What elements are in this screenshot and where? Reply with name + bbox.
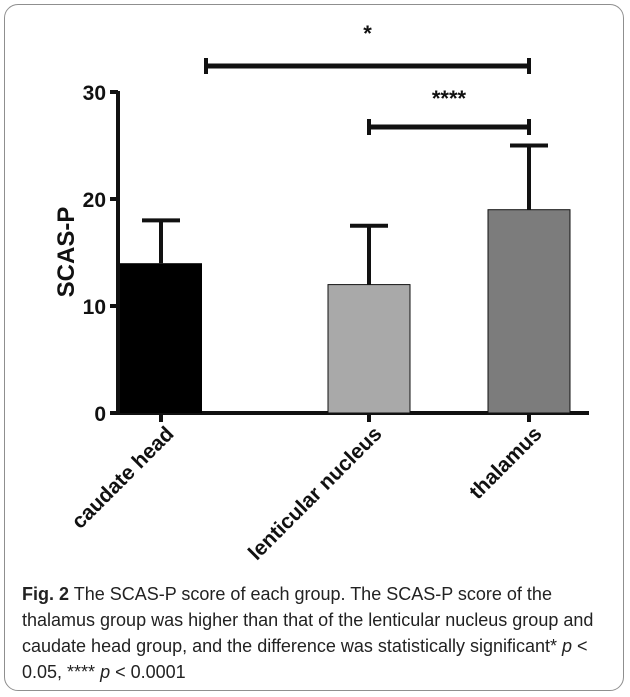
p-symbol: p (100, 662, 111, 682)
bar-lenticular-nucleus (327, 284, 411, 414)
bar-thalamus (487, 209, 571, 414)
y-tick-label: 10 (83, 296, 106, 319)
figure-caption: Fig. 2 The SCAS-P score of each group. T… (22, 581, 612, 685)
bars (120, 209, 571, 414)
bar-caudate-head (120, 263, 202, 413)
error-bars (142, 143, 548, 285)
significance-brackets: ***** (204, 21, 531, 135)
y-tick-label: 30 (83, 82, 106, 105)
p-threshold-2: < 0.0001 (115, 662, 186, 682)
x-tick-labels: caudate head lenticular nucleus thalamus (67, 422, 546, 565)
x-tick-label: lenticular nucleus (244, 422, 387, 565)
significance-label: * (363, 21, 372, 46)
figure-label: Fig. 2 (22, 584, 70, 604)
p-symbol: p (562, 636, 573, 656)
significance-label: **** (432, 86, 467, 111)
x-tick-label: thalamus (465, 422, 546, 503)
x-tick-label: caudate head (67, 422, 178, 533)
bar-chart: ***** caudate head lenticular nucleus thal… (53, 21, 589, 565)
p-threshold-1: < 0.05, **** (22, 636, 588, 682)
y-tick-label: 20 (83, 189, 106, 212)
caption-text: The SCAS-P score of each group. The SCAS… (22, 584, 594, 656)
y-tick-label: 0 (94, 403, 106, 426)
y-tick-labels: 0 10 20 30 (83, 82, 106, 426)
y-axis-label: SCAS-P (53, 207, 80, 298)
